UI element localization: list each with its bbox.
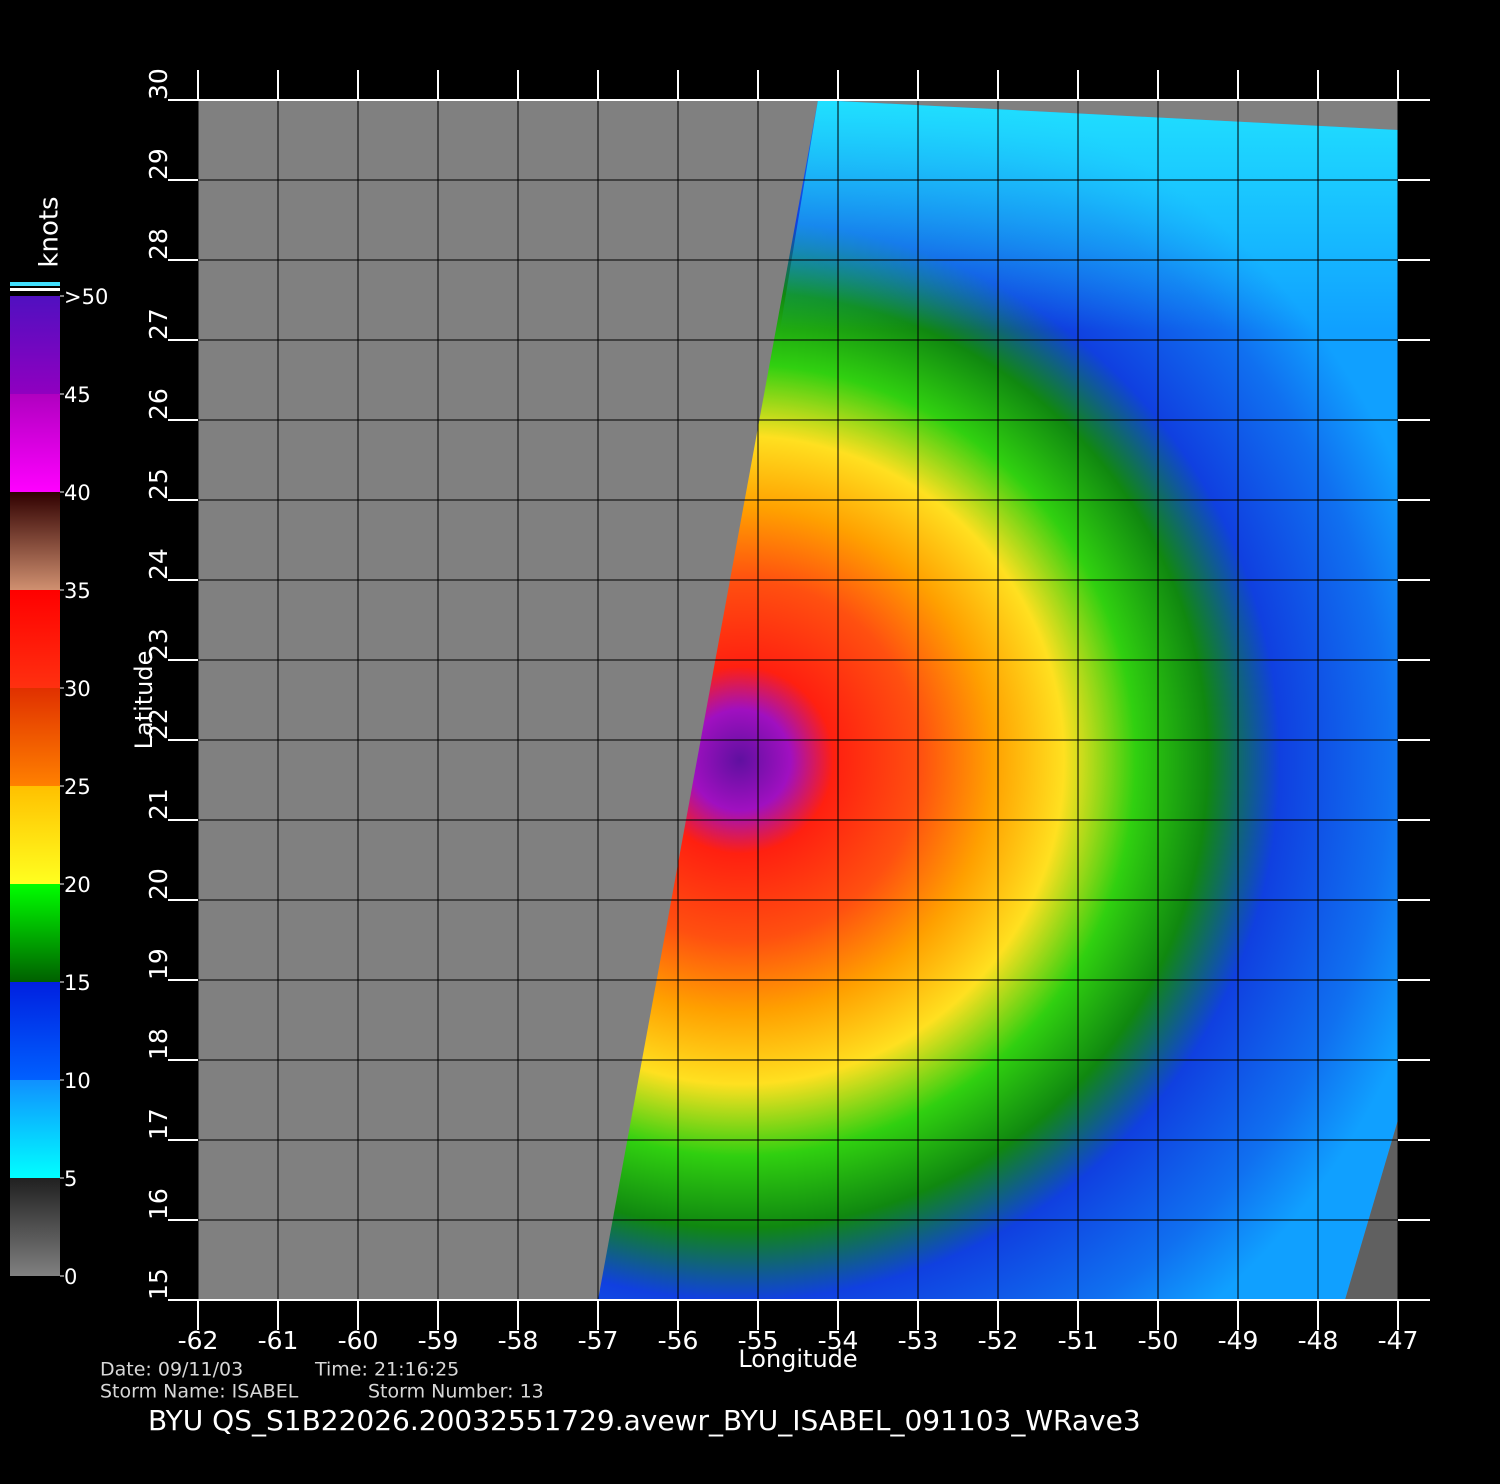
- colorbar-tick-label: 30: [64, 677, 91, 701]
- swath-low-winds: [780, 100, 1398, 330]
- x-tick-label: -62: [178, 1326, 219, 1355]
- colorbar-tick-label: 15: [64, 971, 91, 995]
- y-axis-label: Latitude: [130, 651, 158, 750]
- y-tick-label: 17: [144, 1108, 173, 1140]
- x-tick-label: -57: [578, 1326, 619, 1355]
- storm-number: Storm Number: 13: [368, 1381, 544, 1403]
- x-tick-label: -47: [1378, 1326, 1419, 1355]
- swath-gap: [1345, 1120, 1398, 1300]
- y-tick-label: 25: [144, 468, 173, 500]
- colorbar-tick-label: >50: [64, 285, 108, 309]
- colorbar-cap: [10, 282, 60, 286]
- colorbar-tick-label: 35: [64, 579, 91, 603]
- x-tick-label: -56: [658, 1326, 699, 1355]
- y-tick-label: 30: [144, 68, 173, 100]
- colorbar-tick-label: 45: [64, 383, 91, 407]
- x-tick-label: -61: [258, 1326, 299, 1355]
- x-tick-label: -60: [338, 1326, 379, 1355]
- x-tick-label: -54: [818, 1326, 859, 1355]
- x-tick-label: -51: [1058, 1326, 1099, 1355]
- x-tick-label: -52: [978, 1326, 1019, 1355]
- y-tick-label: 22: [144, 708, 173, 740]
- y-tick-label: 26: [144, 388, 173, 420]
- y-tick-label: 18: [144, 1028, 173, 1060]
- y-tick-label: 16: [144, 1188, 173, 1220]
- colorbar-tick-label: 0: [64, 1265, 77, 1289]
- colorbar: [10, 296, 60, 1276]
- x-axis-label: Longitude: [738, 1345, 857, 1373]
- colorbar-tick-label: 25: [64, 775, 91, 799]
- y-tick-label: 21: [144, 788, 173, 820]
- y-tick-label: 28: [144, 228, 173, 260]
- x-tick-label: -48: [1298, 1326, 1339, 1355]
- y-tick-label: 20: [144, 868, 173, 900]
- title: BYU QS_S1B22026.20032551729.avewr_BYU_IS…: [148, 1404, 1141, 1437]
- x-tick-label: -55: [738, 1326, 779, 1355]
- x-tick-label: -49: [1218, 1326, 1259, 1355]
- y-tick-label: 29: [144, 148, 173, 180]
- storm-name: Storm Name: ISABEL: [100, 1381, 299, 1403]
- colorbar-tick-label: 10: [64, 1069, 91, 1093]
- y-tick-label: 24: [144, 548, 173, 580]
- x-tick-label: -50: [1138, 1326, 1179, 1355]
- y-tick-label: 19: [144, 948, 173, 980]
- x-tick-label: -58: [498, 1326, 539, 1355]
- y-tick-label: 27: [144, 308, 173, 340]
- date: Date: 09/11/03: [100, 1359, 243, 1381]
- y-tick-label: 15: [144, 1268, 173, 1300]
- colorbar-label: knots: [35, 196, 65, 267]
- colorbar-tick-label: 20: [64, 873, 91, 897]
- colorbar-tick-label: 5: [64, 1167, 77, 1191]
- x-tick-label: -59: [418, 1326, 459, 1355]
- colorbar-cap: [10, 288, 60, 291]
- time: Time: 21:16:25: [314, 1359, 459, 1381]
- colorbar-tick-label: 40: [64, 481, 91, 505]
- y-tick-label: 23: [144, 628, 173, 660]
- x-tick-label: -53: [898, 1326, 939, 1355]
